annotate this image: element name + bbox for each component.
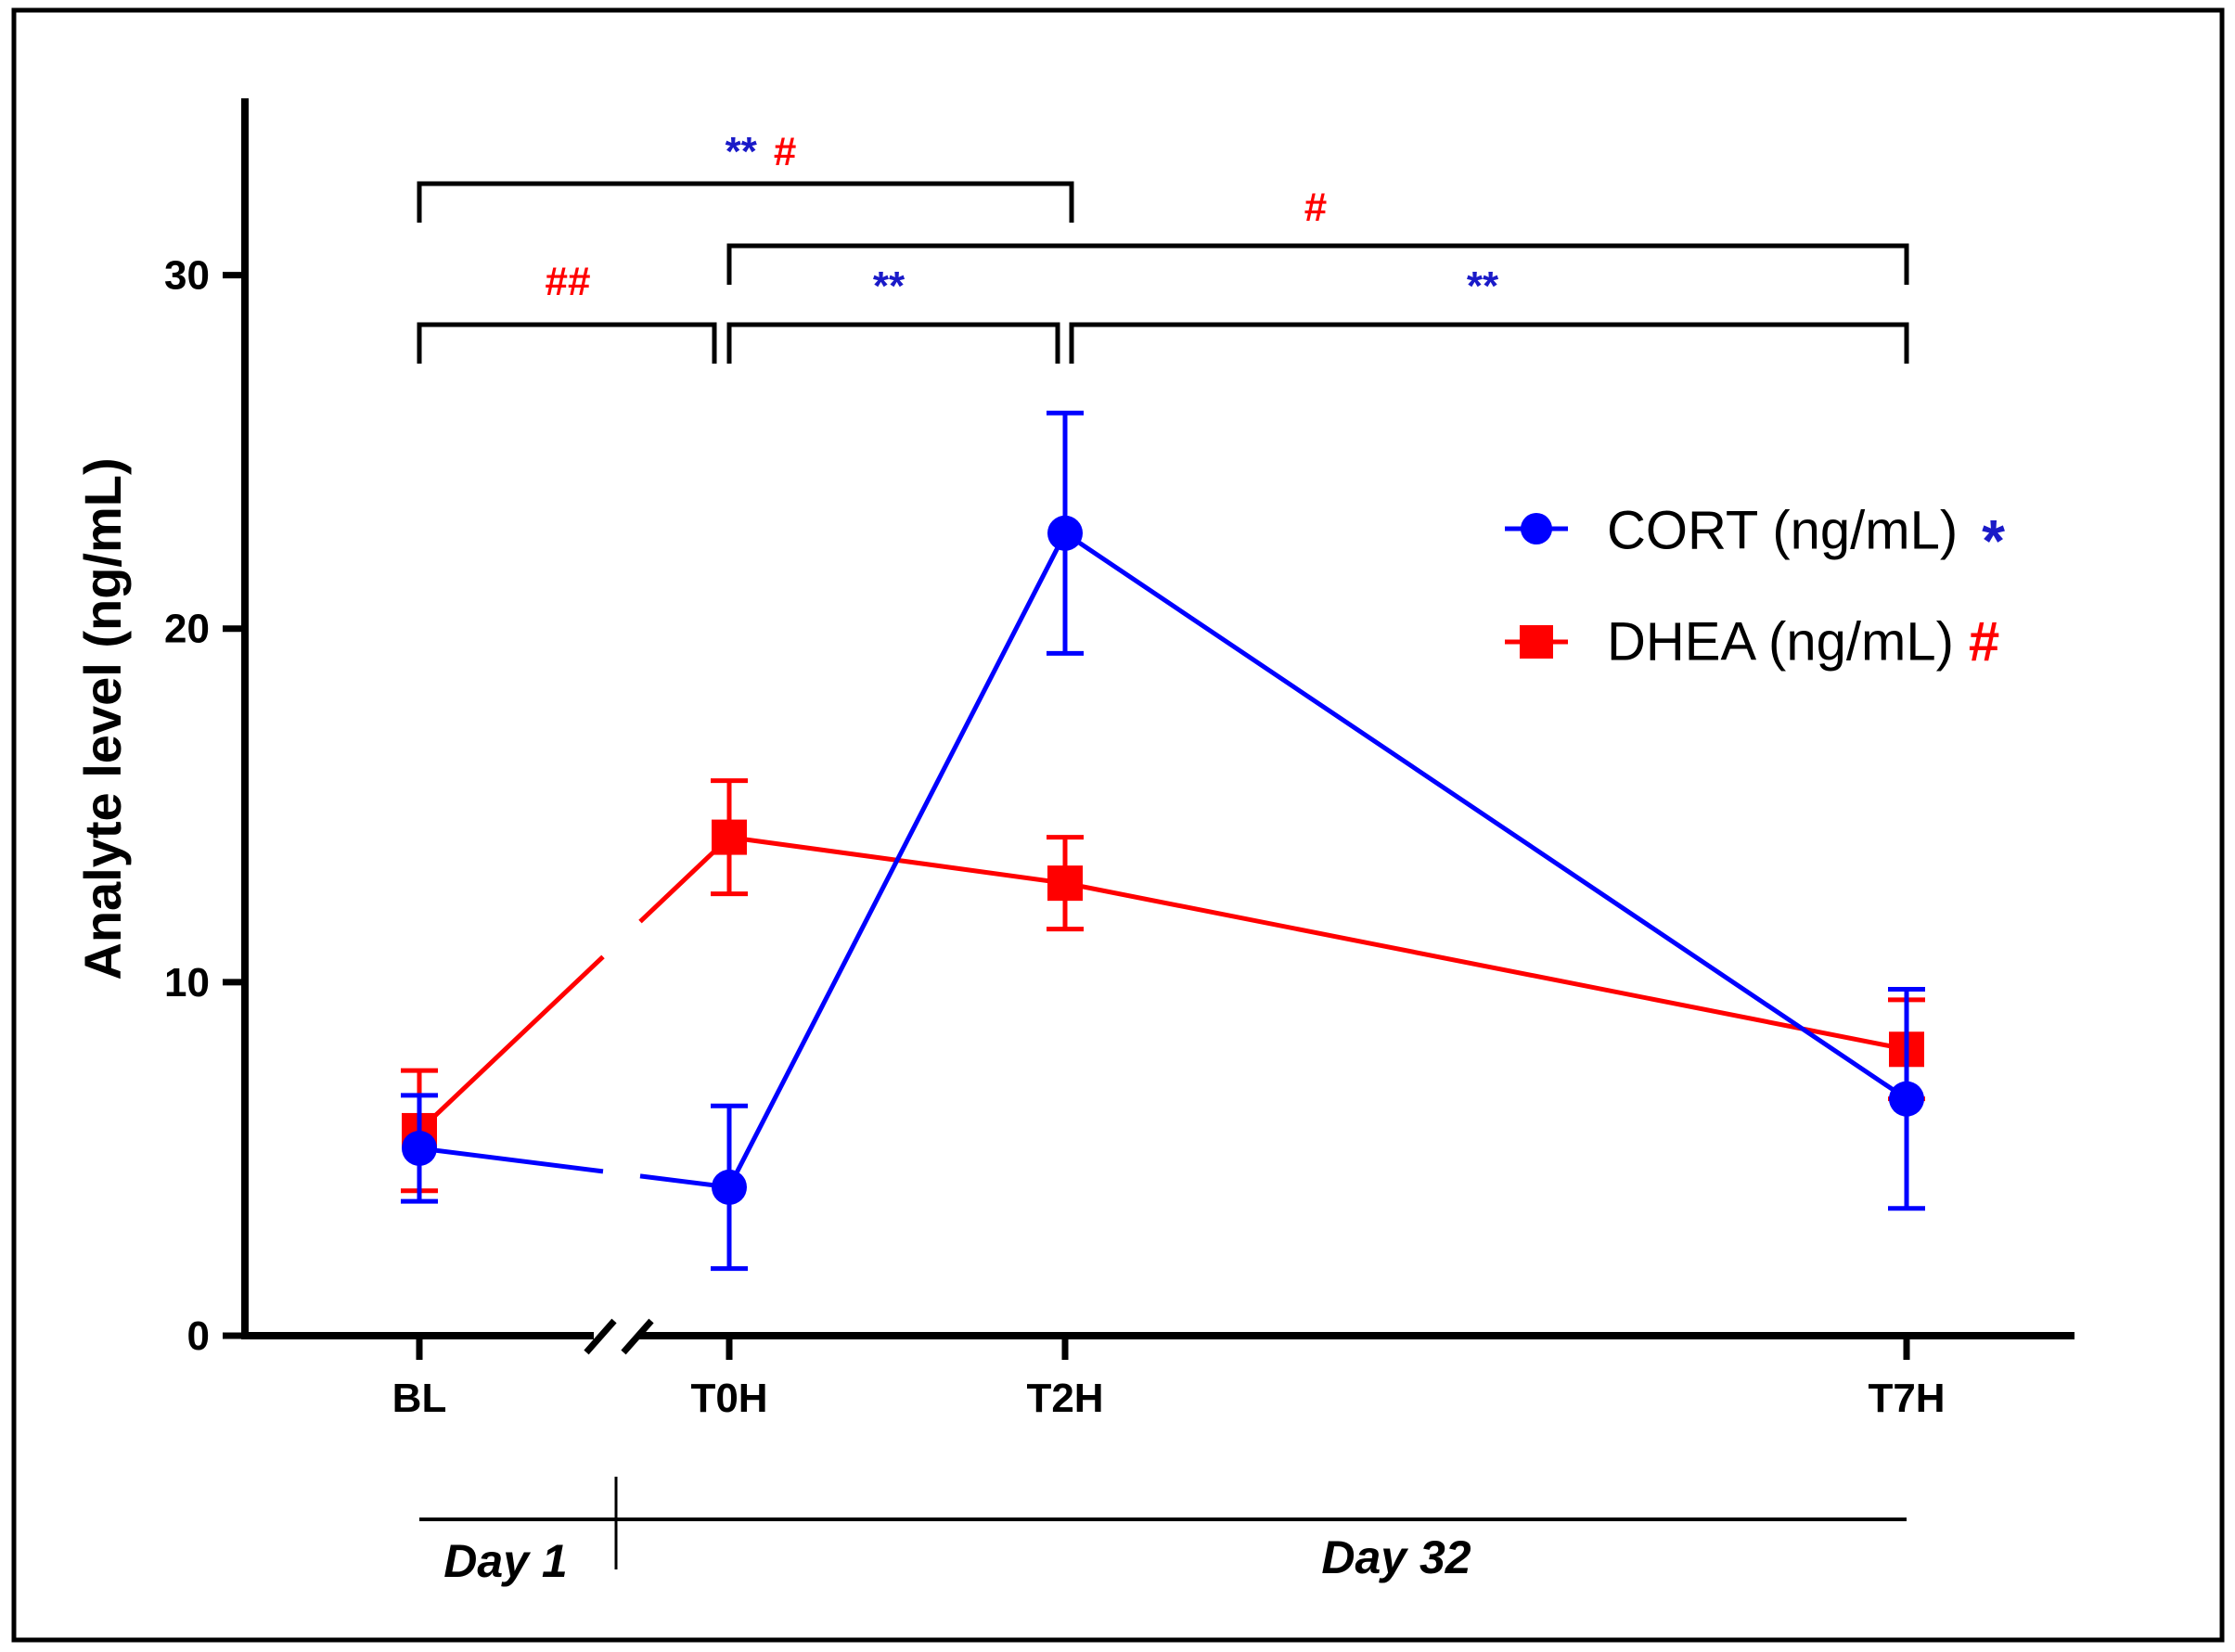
data-point [1047,865,1083,902]
legend-cort-symbol: * [1982,507,2005,574]
chart-border [11,7,2225,1643]
bracket-label: ** # [726,129,797,174]
bracket-label: # [1304,185,1327,230]
bracket-line [726,243,1909,285]
y-axis-label: Analyte level (ng/mL) [73,457,132,980]
x-tick-label: T7H [1868,1376,1945,1421]
y-tick-label: 20 [164,607,210,652]
x-tick-label: T2H [1026,1376,1103,1421]
series-cort [401,410,1925,1272]
bracket-label-part: # [1304,185,1327,230]
legend-item-cort: CORT (ng/mL) * [1505,500,2005,574]
x-tick-label: BL [392,1376,447,1421]
series-layer [401,410,1925,1272]
data-point [712,819,747,855]
legend: CORT (ng/mL) * DHEA (ng/mL) # [1505,500,2005,672]
y-tick-label: 10 [164,960,210,1005]
y-tick-label: 0 [187,1313,210,1359]
bracket-T2H-T7H: ** [1069,263,1909,364]
legend-cort-label: CORT (ng/mL) [1607,500,1958,560]
series-line-segment [418,1146,604,1174]
bracket-BL-T2H: ** # [417,129,1074,223]
data-point [1047,515,1083,551]
bracket-T0H-T7H: # [726,185,1909,285]
y-tick-label: 30 [164,253,210,299]
bracket-line [417,181,1074,223]
significance-brackets: ** #### ** ** [417,129,1909,364]
x-ticks: BL T0H T2H T7H [392,1336,1946,1421]
timeline: Day 1 Day 32 [419,1477,1907,1587]
bracket-line [417,322,717,364]
axis-break-mark-2 [621,1318,654,1355]
series-line-segment [1063,531,1908,1101]
series-line-segment [1064,880,1907,1052]
bracket-label-part: ** [873,263,906,309]
y-ticks: 0 10 20 30 [164,253,245,1359]
legend-item-dhea: DHEA (ng/mL) # [1505,610,1999,672]
bracket-label-part: ## [546,259,591,304]
bracket-T0H-T2H: ** [726,263,1060,364]
data-point [712,1169,747,1205]
bracket-line [726,322,1060,364]
legend-dhea-marker [1520,625,1553,659]
data-point [1889,1081,1924,1117]
x-tick-label: T0H [690,1376,767,1421]
axes: Analyte level (ng/mL) [73,98,2074,1355]
day-label-1: Day 1 [443,1535,567,1587]
bracket-label: ** [873,263,906,309]
series-line-segment [417,954,605,1133]
bracket-label-part: ** [1467,263,1499,309]
legend-dhea-symbol: # [1969,610,1999,672]
series-line-segment [726,531,1068,1189]
bracket-line [1069,322,1909,364]
legend-cort-marker [1521,513,1552,544]
bracket-label-part: # [774,129,796,174]
bracket-label: ## [546,259,591,304]
axis-break-mark-1 [584,1318,617,1355]
data-point [402,1130,437,1166]
bracket-BL-T0H: ## [417,259,717,364]
bracket-label-part: ** [726,129,758,174]
bracket-label: ** [1467,263,1499,309]
legend-dhea-label: DHEA (ng/mL) [1607,611,1954,672]
day-label-32: Day 32 [1321,1531,1471,1583]
